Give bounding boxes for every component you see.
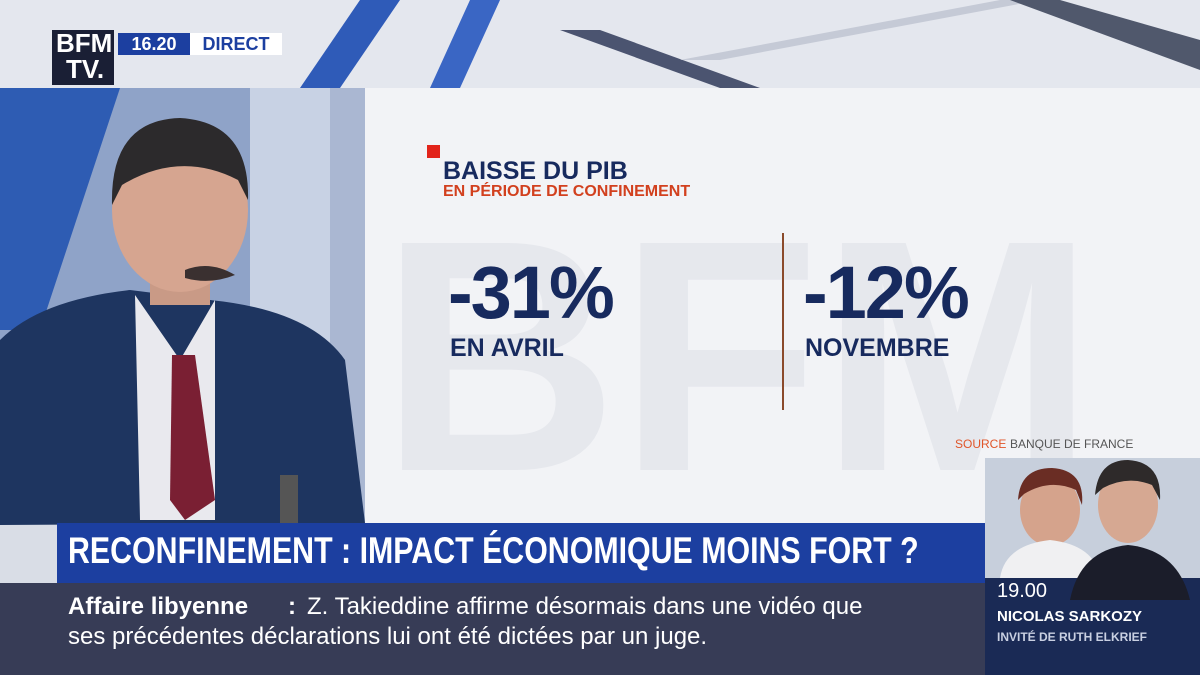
info-subtitle: EN PÉRIODE DE CONFINEMENT [443,183,691,200]
next-show-time: 19.00 [997,580,1048,602]
ticker-line: ses précédentes déclarations lui ont été… [68,623,708,650]
source-prefix: SOURCE [955,437,1007,451]
next-show-guest: NICOLAS SARKOZY [997,608,1143,625]
live-status: DIRECT [202,34,270,54]
logo-line1: BFM [56,28,113,58]
logo-line2: TV. [66,54,105,84]
stat-label: NOVEMBRE [805,334,950,362]
next-show-subtitle: INVITÉ DE RUTH ELKRIEF [997,630,1148,644]
stat-value: -31% [448,251,615,334]
ticker-separator: : [288,593,296,620]
stat-value: -12% [803,251,970,334]
headline: RECONFINEMENT : IMPACT ÉCONOMIQUE MOINS … [68,530,919,571]
ticker-line: Z. Takieddine affirme désormais dans une… [307,593,863,620]
source-name: BANQUE DE FRANCE [1010,437,1134,451]
info-title: BAISSE DU PIB [443,157,628,185]
stat-label: EN AVRIL [450,334,564,362]
clock-time: 16.20 [131,34,177,54]
svg-text:BFM: BFM [380,171,1095,540]
ticker-topic: Affaire libyenne [68,593,249,620]
